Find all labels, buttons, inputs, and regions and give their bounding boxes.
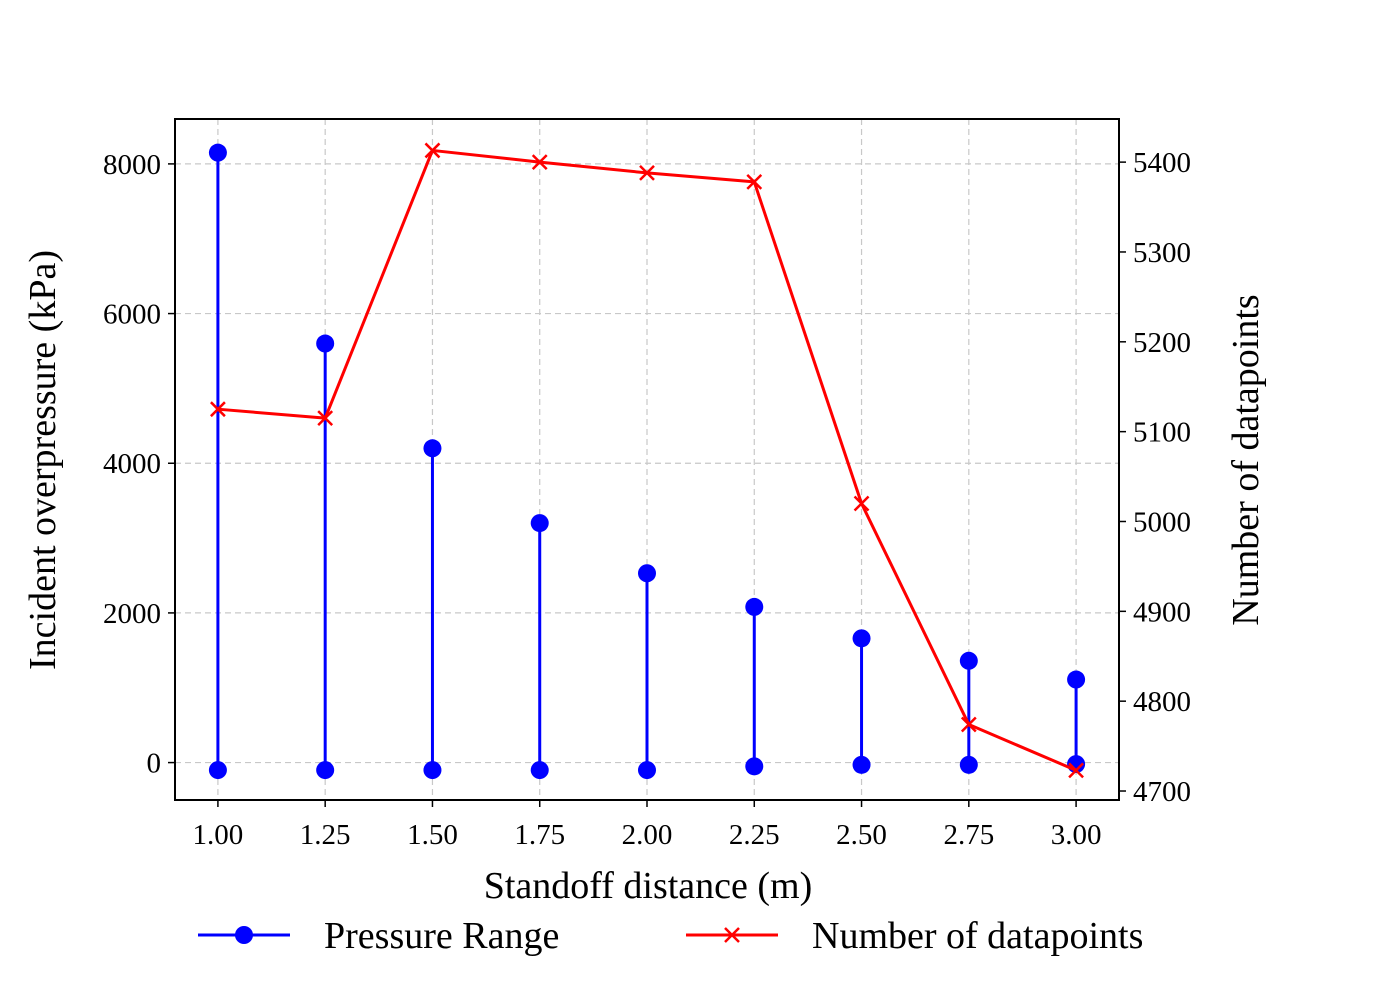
- left-y-tick-label: 2000: [103, 598, 161, 630]
- pressure-min-marker: [852, 755, 871, 774]
- right-y-tick-label: 4700: [1133, 776, 1191, 808]
- datapoints-x-marker: [1068, 762, 1084, 779]
- datapoints-x-marker: [210, 401, 226, 418]
- right-y-tick-label: 5400: [1133, 147, 1191, 179]
- right-y-axis: 4700 4800 4900 5000 5100 5200 5300 5400: [1119, 147, 1191, 808]
- x-tick-label: 2.75: [943, 819, 994, 851]
- pressure-min-marker: [638, 761, 656, 780]
- x-tick-label: 2.50: [836, 819, 887, 851]
- datapoints-x-marker: [639, 165, 655, 181]
- pressure-min-marker: [423, 761, 442, 780]
- x-tick-label: 1.00: [193, 819, 244, 851]
- x-tick-label: 2.25: [729, 819, 780, 851]
- pressure-min-marker: [959, 755, 978, 774]
- datapoints-x-marker: [317, 410, 334, 427]
- datapoints-x-marker: [424, 142, 441, 159]
- x-axis: 1.00 1.25 1.50 1.75 2.00 2.25 2.50 2.75 3.00: [193, 800, 1102, 851]
- legend-marker-circle: [235, 926, 253, 944]
- legend-item-pressure-range: Pressure Range: [198, 915, 559, 957]
- x-tick-label: 1.75: [514, 819, 565, 851]
- pressure-max-marker: [959, 651, 978, 670]
- right-y-tick-label: 5100: [1133, 417, 1191, 449]
- datapoints-x-marker: [531, 154, 548, 171]
- datapoints-x-marker: [960, 716, 977, 733]
- chart-series: [208, 142, 1086, 780]
- x-axis-title: Standoff distance (m): [484, 865, 813, 907]
- left-y-tick-label: 6000: [103, 299, 161, 331]
- pressure-min-marker: [745, 757, 764, 776]
- x-tick-label: 1.50: [407, 819, 458, 851]
- x-tick-label: 2.00: [622, 819, 673, 851]
- pressure-max-marker: [745, 597, 764, 616]
- pressure-max-marker: [852, 629, 871, 648]
- pressure-max-marker: [208, 143, 227, 162]
- legend: Pressure Range Number of datapoints: [198, 915, 1143, 957]
- pressure-max-marker: [638, 564, 656, 583]
- right-y-tick-label: 4900: [1133, 596, 1191, 628]
- x-tick-label: 1.25: [300, 819, 351, 851]
- left-y-tick-label: 4000: [103, 448, 161, 480]
- pressure-min-marker: [530, 761, 549, 780]
- left-y-tick-label: 0: [147, 748, 162, 780]
- pressure-max-marker: [316, 334, 335, 353]
- pressure-max-marker: [423, 439, 442, 458]
- left-y-axis: 0 2000 4000 6000 8000: [103, 149, 175, 780]
- pressure-min-marker: [208, 761, 227, 780]
- legend-marker-x: [724, 927, 740, 943]
- x-tick-label: 3.00: [1051, 819, 1102, 851]
- pressure-max-marker: [530, 514, 549, 533]
- datapoints-x-marker: [853, 495, 870, 512]
- right-y-tick-label: 5300: [1133, 237, 1191, 269]
- left-y-axis-title: Incident overpressure (kPa): [22, 250, 64, 670]
- legend-item-number-of-datapoints: Number of datapoints: [686, 915, 1143, 957]
- pressure-max-marker: [1067, 670, 1086, 689]
- right-y-tick-label: 5000: [1133, 506, 1191, 538]
- left-y-tick-label: 8000: [103, 149, 161, 181]
- pressure-min-marker: [316, 761, 335, 780]
- legend-label-number-of-datapoints: Number of datapoints: [812, 915, 1143, 957]
- legend-label-pressure-range: Pressure Range: [324, 915, 559, 957]
- datapoints-x-marker: [746, 174, 763, 190]
- right-y-tick-label: 5200: [1133, 327, 1191, 359]
- right-y-tick-label: 4800: [1133, 686, 1191, 718]
- right-y-axis-title: Number of datapoints: [1225, 294, 1267, 625]
